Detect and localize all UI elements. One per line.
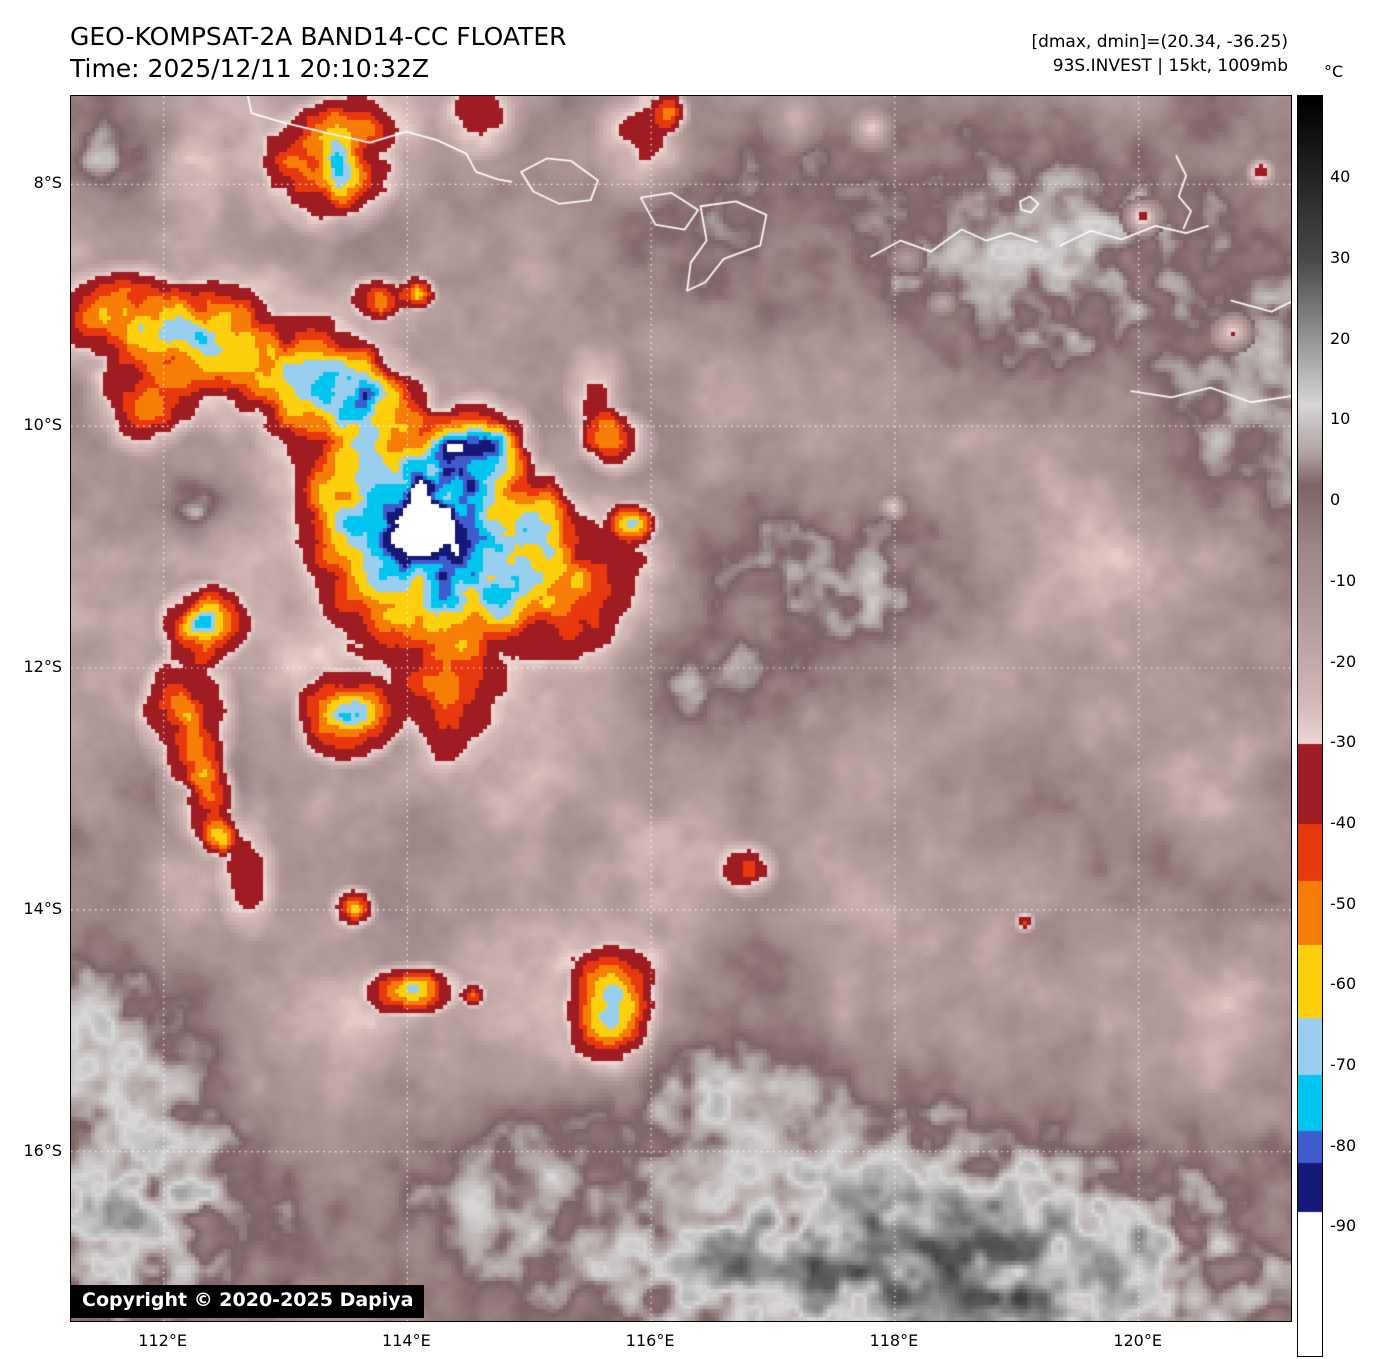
colorbar-tick-label: -30 [1330,732,1357,752]
timestamp: Time: 2025/12/11 20:10:32Z [70,54,429,83]
lat-tick-label: 14°S [23,898,62,918]
colorbar-tick-label: -80 [1330,1135,1357,1155]
colorbar-tick-label: -20 [1330,651,1357,671]
colorbar-tick-label: -40 [1330,812,1357,832]
lat-tick-label: 12°S [23,656,62,676]
colorbar-tick-label: 10 [1330,409,1351,429]
lat-tick-label: 10°S [23,415,62,435]
colorbar-tick-label: -70 [1330,1055,1357,1074]
colorbar-tick-label: 40 [1330,167,1351,187]
lat-tick-label: 16°S [23,1140,62,1160]
colorbar-unit-label: °C [1324,62,1344,81]
dmax-dmin-readout: [dmax, dmin]=(20.34, -36.25) [1031,32,1288,52]
satellite-map-image [70,95,1292,1322]
colorbar-tick-label: 30 [1330,248,1351,267]
lon-tick-label: 120°E [1113,1331,1162,1350]
lat-tick-label: 8°S [33,173,62,193]
colorbar-tick-label: 0 [1330,490,1341,510]
header-readouts: [dmax, dmin]=(20.34, -36.25) 93S.INVEST … [1031,30,1288,78]
colorbar-tick-label: 20 [1330,328,1351,348]
storm-info: 93S.INVEST | 15kt, 1009mb [1052,56,1288,76]
lon-tick-label: 116°E [625,1331,675,1350]
page-title: GEO-KOMPSAT-2A BAND14-CC FLOATER [70,22,567,51]
copyright-badge: Copyright © 2020-2025 Dapiya [71,1285,425,1318]
colorbar [1297,95,1323,1357]
lon-tick-label: 114°E [382,1331,431,1350]
colorbar-tick-label: -50 [1330,893,1357,913]
colorbar-tick-label: -60 [1330,974,1357,994]
lon-tick-label: 118°E [869,1331,919,1350]
colorbar-tick-label: -10 [1330,570,1357,590]
colorbar-tick-label: -90 [1330,1216,1357,1236]
lon-tick-label: 112°E [138,1331,187,1350]
